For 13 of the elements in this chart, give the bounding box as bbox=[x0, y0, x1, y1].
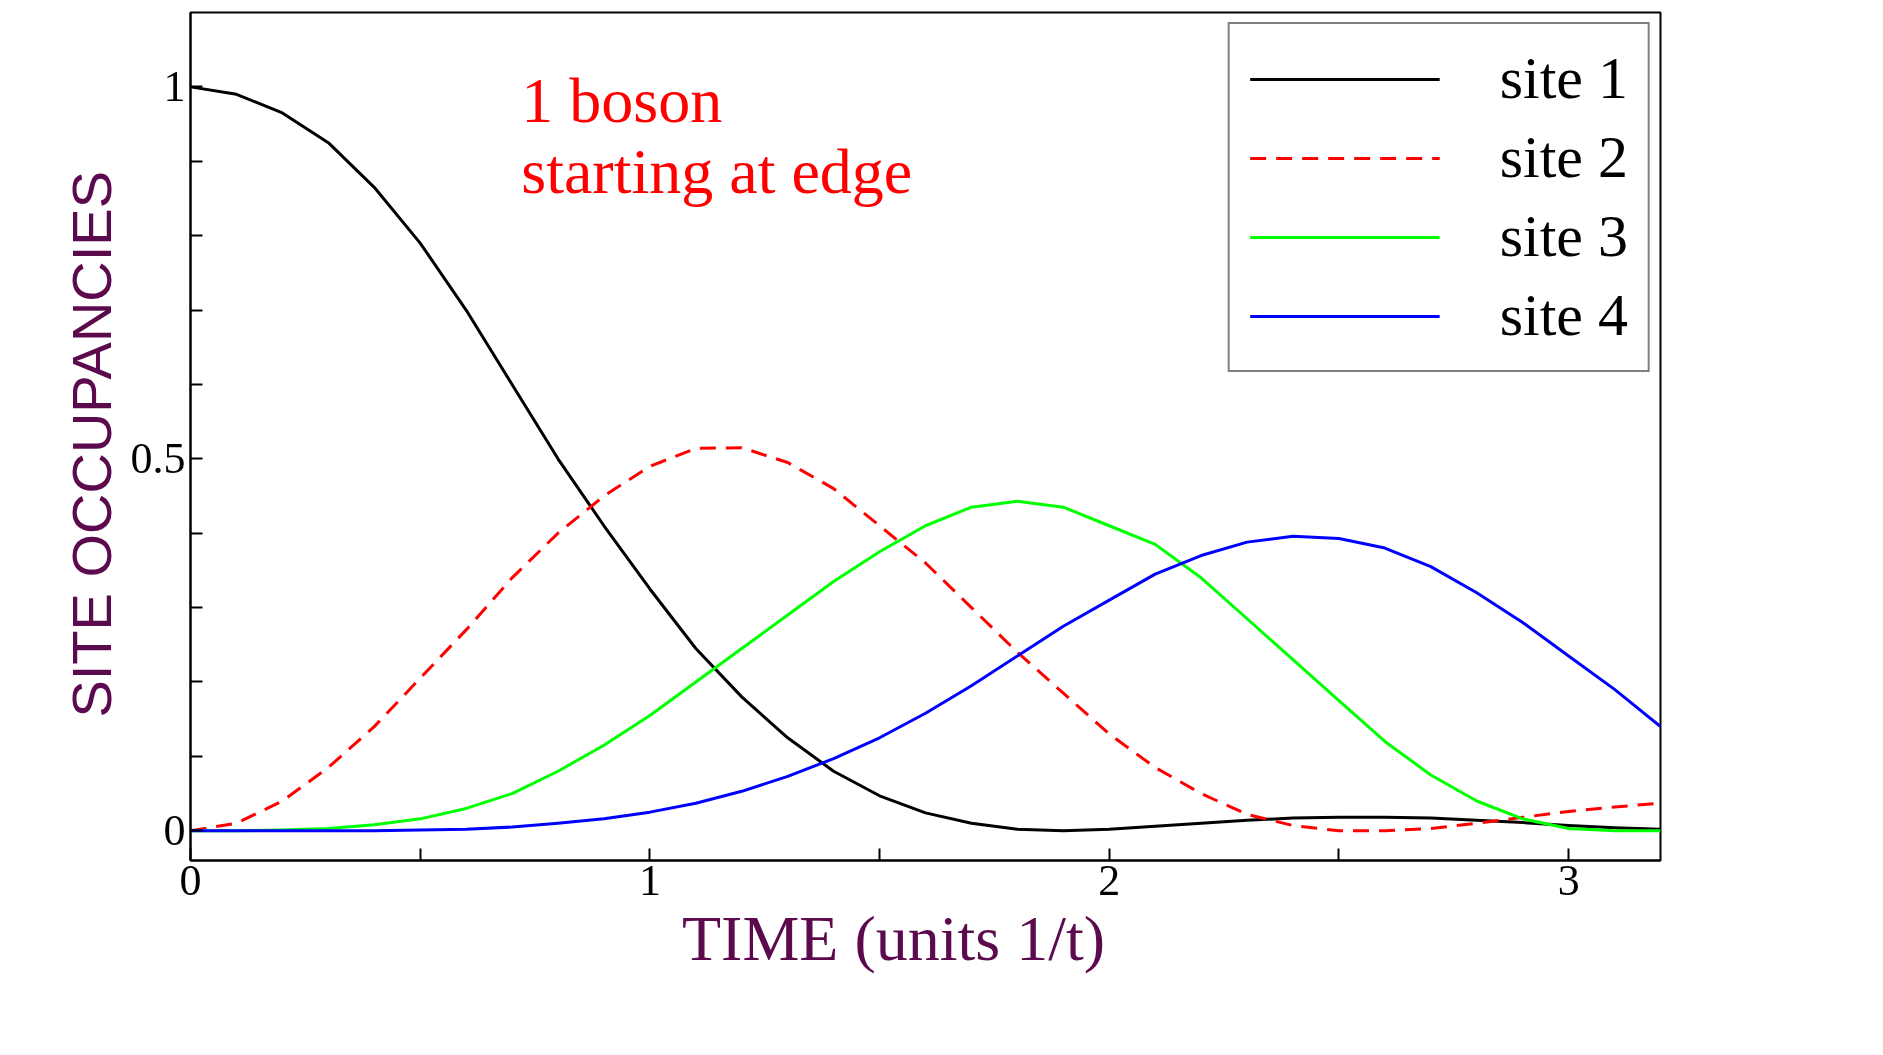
x-tick-label: 2 bbox=[1098, 855, 1121, 905]
y-tick-label: 1 bbox=[163, 62, 186, 112]
y-tick-label: 0.5 bbox=[130, 434, 186, 484]
y-tick-label: 0 bbox=[163, 806, 186, 856]
annotation: 1 boson starting at edge bbox=[521, 64, 913, 207]
legend-label: site 4 bbox=[1499, 281, 1628, 350]
legend-label: site 3 bbox=[1499, 202, 1628, 271]
x-tick-label: 1 bbox=[638, 855, 661, 905]
x-axis-title: TIME (units 1/t) bbox=[681, 902, 1106, 974]
y-axis-title: SITE OCCUPANCIES bbox=[59, 170, 123, 718]
legend-label: site 1 bbox=[1499, 44, 1628, 113]
x-tick-label: 3 bbox=[1557, 855, 1580, 905]
legend-label: site 2 bbox=[1499, 123, 1628, 192]
